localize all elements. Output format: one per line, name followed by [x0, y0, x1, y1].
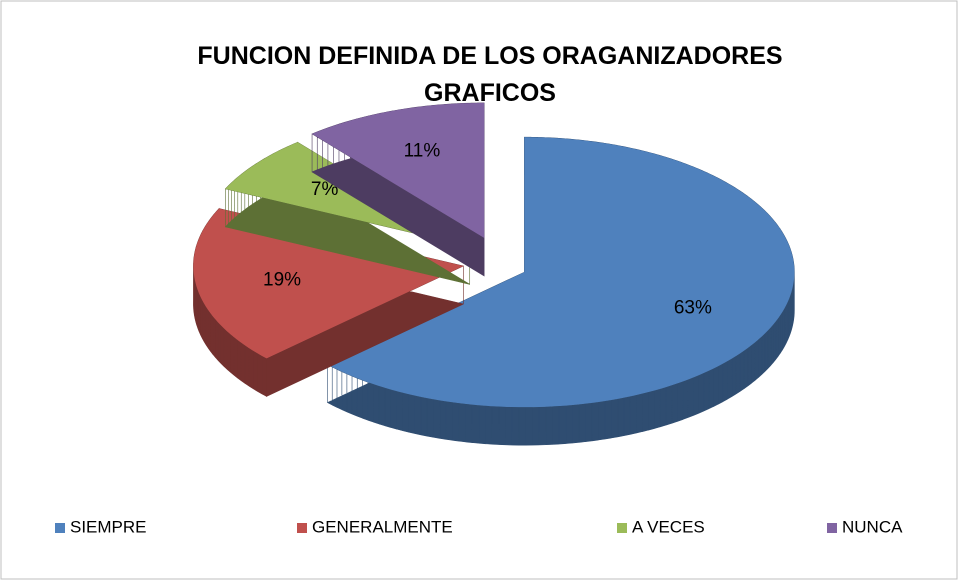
data-label: 63%	[674, 298, 712, 319]
legend-swatch	[617, 523, 627, 533]
chart-title: FUNCION DEFINIDA DE LOS ORAGANIZADORES G…	[197, 42, 783, 107]
data-label: 19%	[263, 269, 301, 290]
legend-swatch	[55, 523, 65, 533]
legend-label: A VECES	[632, 517, 705, 536]
pie-slice	[193, 208, 464, 359]
legend-label: NUNCA	[842, 517, 903, 536]
pie-slice	[327, 137, 795, 408]
legend-label: GENERALMENTE	[312, 517, 453, 536]
legend-swatch	[827, 523, 837, 533]
pie-slice	[312, 102, 485, 238]
legend-label: SIEMPRE	[70, 517, 147, 536]
data-label: 11%	[404, 141, 441, 162]
legend-swatch	[297, 523, 307, 533]
data-label: 7%	[311, 179, 339, 200]
